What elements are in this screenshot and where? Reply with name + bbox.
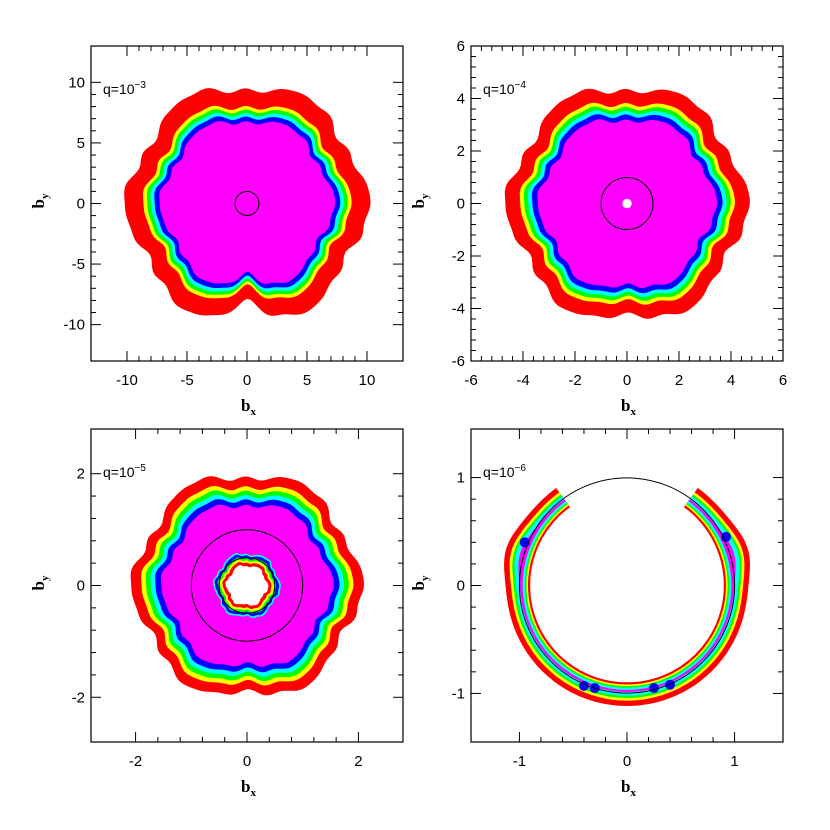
y-tick-label: -4 (452, 301, 465, 318)
x-tick-label: 0 (243, 372, 251, 389)
plot-area (504, 88, 750, 319)
x-tick-label: 4 (727, 372, 735, 389)
reference-circle (234, 191, 260, 216)
reference-circle (218, 557, 276, 614)
blue-speck (665, 679, 676, 690)
y-tick-label: -6 (452, 353, 465, 370)
x-tick-label: 2 (354, 753, 362, 770)
x-tick-label: 5 (303, 372, 311, 389)
ticks: -10 -5 0 5 10 -10 -5 0 5 10 (63, 46, 403, 389)
y-tick-label: 1 (457, 470, 465, 487)
panel-q1e-5: q=10−5 bx by -2 0 2 -2 0 2 (29, 428, 404, 799)
panel-q1e-3: q=10−3 bx by -10 -5 0 5 10 -10 -5 0 5 10 (29, 45, 404, 418)
x-tick-label: -6 (464, 372, 477, 389)
panel-label-q1e-3: q=10−3 (103, 80, 146, 97)
x-tick-label: -4 (516, 372, 529, 389)
y-tick-label: 0 (77, 578, 85, 595)
ticks: -6 -4 -2 0 2 4 6 -6 -4 -2 0 2 4 6 (452, 38, 788, 389)
x-tick-label: 2 (675, 372, 683, 389)
blue-speck (648, 683, 659, 694)
panel-q1e-4: q=10−4 bx by -6 -4 -2 0 2 4 6 -6 -4 -2 0 2 4 6 (409, 38, 787, 418)
plot-area (130, 476, 364, 696)
y-tick-label: -5 (72, 256, 85, 273)
y-tick-label: 0 (77, 196, 85, 213)
x-axis-label: bx (621, 777, 636, 799)
y-tick-label: 2 (77, 466, 85, 483)
reference-circle (518, 477, 736, 694)
y-tick-label: -2 (452, 248, 465, 265)
y-tick-label: 0 (457, 196, 465, 213)
ticks: -1 0 1 -1 0 1 (452, 429, 783, 770)
x-axis-label: bx (241, 396, 256, 418)
x-axis-label: bx (621, 396, 636, 418)
y-axis-label: by (409, 575, 431, 590)
region-magenta (159, 121, 336, 284)
y-tick-label: 5 (77, 135, 85, 152)
y-axis-label: by (409, 193, 431, 208)
reference-circle (190, 529, 304, 642)
y-tick-label: -2 (72, 689, 85, 706)
y-tick-label: 0 (457, 578, 465, 595)
x-tick-label: -10 (116, 372, 138, 389)
x-tick-label: -1 (513, 753, 526, 770)
y-tick-label: 4 (457, 91, 465, 108)
x-tick-label: 6 (779, 372, 787, 389)
central-hole (622, 198, 632, 209)
ticks: -2 0 2 -2 0 2 (72, 429, 403, 770)
x-tick-label: -2 (129, 753, 142, 770)
y-tick-label: 6 (457, 38, 465, 55)
reference-circle (600, 177, 654, 230)
blue-speck (720, 531, 731, 542)
plot-area (504, 477, 750, 706)
x-tick-label: 0 (623, 372, 631, 389)
panel-q1e-6: q=10−6 bx by -1 0 1 -1 0 1 (409, 428, 784, 799)
panel-label-q1e-5: q=10−5 (103, 463, 146, 480)
x-tick-label: 1 (730, 753, 738, 770)
plot-area (124, 88, 371, 316)
x-tick-label: 10 (359, 372, 376, 389)
x-tick-label: 0 (243, 753, 251, 770)
y-axis-label: by (29, 575, 51, 590)
y-tick-label: -10 (63, 317, 85, 334)
y-axis-label: by (29, 193, 51, 208)
y-tick-label: -1 (452, 685, 465, 702)
panel-label-q1e-6: q=10−6 (483, 463, 526, 480)
x-tick-label: -5 (180, 372, 193, 389)
central-hole (225, 565, 269, 606)
panel-label-q1e-4: q=10−4 (483, 80, 526, 97)
x-tick-label: -2 (568, 372, 581, 389)
x-axis-label: bx (241, 777, 256, 799)
x-tick-label: 0 (623, 753, 631, 770)
y-tick-label: 2 (457, 143, 465, 160)
y-tick-label: 10 (68, 74, 85, 91)
